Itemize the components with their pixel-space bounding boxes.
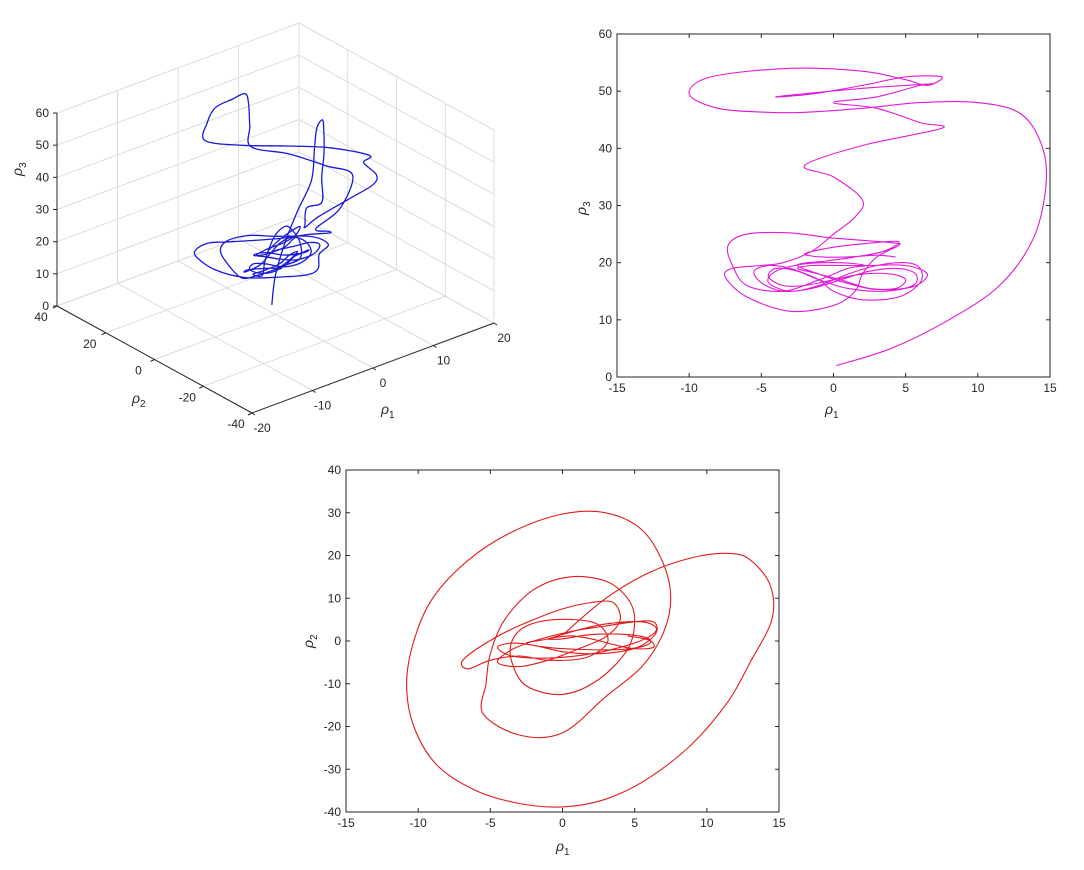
grid-line <box>203 295 446 387</box>
y-tick-label: 40 <box>34 310 48 324</box>
chart-3d-xlabel: ρ1 <box>380 401 395 421</box>
y-tick-mark <box>101 332 106 336</box>
z-tick-label: 40 <box>36 170 50 184</box>
chart-rho1-rho2-xlabel: ρ1 <box>555 838 570 858</box>
chart-rho1-rho3-ytick-label: 20 <box>599 256 613 270</box>
chart-rho1-rho3-xtick-label: 15 <box>1043 381 1057 395</box>
chart-rho1-rho2-xtick-label: 15 <box>772 816 786 830</box>
chart-rho1-rho3-ylabel: ρ3 <box>573 201 593 216</box>
chart-rho1-rho2-xtick-label: 10 <box>700 816 714 830</box>
z-tick-label: 20 <box>36 235 50 249</box>
chart-rho1-rho2-ytick-label: -40 <box>324 805 342 819</box>
chart-rho1-rho3-xtick-label: -10 <box>680 381 698 395</box>
grid-line <box>298 22 495 131</box>
z-tick-label: 0 <box>42 299 49 313</box>
chart-rho1-rho2-xtick-label: -5 <box>485 816 496 830</box>
grid-line <box>56 54 300 146</box>
chart-rho1-rho3-ticks: -15 -10 -5 0 5 10 15 0 10 20 30 40 50 60 <box>599 27 1057 395</box>
chart-rho1-rho3-xtick-label: 5 <box>902 381 909 395</box>
z-tick-label: 50 <box>36 138 50 152</box>
chart-rho1-rho2-xtick-label: -10 <box>409 816 427 830</box>
chart-rho1-rho3: -15 -10 -5 0 5 10 15 0 10 20 30 40 50 60 ρ1 ρ3 <box>573 27 1057 421</box>
grid-line <box>56 215 300 307</box>
chart-rho1-rho2-ytick-label: 0 <box>334 634 341 648</box>
chart-rho1-rho2-ytick-label: 30 <box>328 506 342 520</box>
z-tick-label: 10 <box>36 267 50 281</box>
chart-rho1-rho2: -15 -10 -5 0 5 10 15 -40 -30 -20 -10 0 10 20 30 40 ρ1 ρ… <box>300 463 786 858</box>
chart-rho1-rho2-ylabel: ρ2 <box>300 634 320 649</box>
chart-rho1-rho3-ytick-label: 40 <box>599 141 613 155</box>
grid-line <box>298 54 495 163</box>
grid-line <box>298 151 495 260</box>
x-tick-mark <box>251 412 256 416</box>
chart-3d-zlabel: ρ3 <box>9 162 29 177</box>
z-tick-label: 60 <box>36 106 50 120</box>
grid-line <box>56 86 300 178</box>
y-tick-label: 20 <box>83 337 97 351</box>
y-tick-label: 0 <box>135 364 142 378</box>
x-tick-mark <box>433 345 437 348</box>
grid-line <box>298 119 495 227</box>
chart-rho1-rho3-xtick-label: -15 <box>608 381 626 395</box>
y-tick-mark <box>150 359 155 362</box>
chart-rho1-rho2-xtick-label: 0 <box>559 816 566 830</box>
chart-3d-trajectory <box>193 92 378 305</box>
chart-rho1-rho3-xtick-label: 10 <box>971 381 985 395</box>
x-tick-mark <box>372 367 377 371</box>
y-tick-label: -20 <box>179 390 197 404</box>
y-tick-mark <box>199 385 204 389</box>
x-tick-label: -20 <box>253 421 271 435</box>
x-tick-mark <box>312 390 316 393</box>
grid-line <box>56 151 300 243</box>
y-tick-mark <box>247 412 253 416</box>
x-tick-label: 0 <box>380 376 387 390</box>
chart-rho1-rho3-ytick-label: 30 <box>599 199 613 213</box>
chart-rho1-rho3-xtick-label: 0 <box>830 381 837 395</box>
chart-3d-grid <box>56 22 495 414</box>
grid-line <box>298 215 495 324</box>
chart-3d-ylabel: ρ2 <box>131 390 146 410</box>
grid-line <box>56 119 300 210</box>
chart-rho1-rho2-frame <box>345 469 780 813</box>
chart-rho1-rho2-trajectory <box>406 510 775 808</box>
chart-rho1-rho3-ytick-label: 10 <box>599 313 613 327</box>
chart-rho1-rho3-frame <box>616 33 1051 378</box>
chart-rho1-rho3-xtick-label: -5 <box>756 381 767 395</box>
chart-rho1-rho2-ticks: -15 -10 -5 0 5 10 15 -40 -30 -20 -10 0 10 20 30 40 <box>324 463 786 830</box>
chart-rho1-rho2-xtick-label: -15 <box>337 816 355 830</box>
chart-rho1-rho2-ytick-label: 10 <box>328 591 342 605</box>
z-tick-label: 30 <box>36 203 50 217</box>
chart-rho1-rho2-ytick-label: 20 <box>328 549 342 563</box>
grid-line <box>298 183 495 292</box>
y-tick-label: -40 <box>227 417 245 431</box>
chart-rho1-rho3-ytick-label: 0 <box>605 370 612 384</box>
chart-rho1-rho3-trajectory <box>688 67 1048 367</box>
grid-line <box>56 183 300 275</box>
chart-rho1-rho2-ytick-label: -10 <box>324 677 342 691</box>
x-tick-label: 20 <box>497 331 511 345</box>
grid-line <box>154 269 397 360</box>
x-tick-label: 10 <box>437 354 451 368</box>
x-tick-mark <box>493 322 498 326</box>
chart-rho1-rho2-ytick-label: -30 <box>324 762 342 776</box>
chart-rho1-rho2-ytick-label: -20 <box>324 720 342 734</box>
grid-line <box>298 86 495 195</box>
x-tick-label: -10 <box>314 399 332 413</box>
chart-rho1-rho3-xlabel: ρ1 <box>824 401 839 421</box>
chart-rho1-rho3-ytick-label: 60 <box>599 27 613 41</box>
chart-rho1-rho3-ytick-label: 50 <box>599 84 613 98</box>
grid-line <box>105 242 348 334</box>
grid-line <box>56 22 300 114</box>
chart-rho1-rho2-ytick-label: 40 <box>328 463 342 477</box>
chart-rho1-rho2-xtick-label: 5 <box>631 816 638 830</box>
